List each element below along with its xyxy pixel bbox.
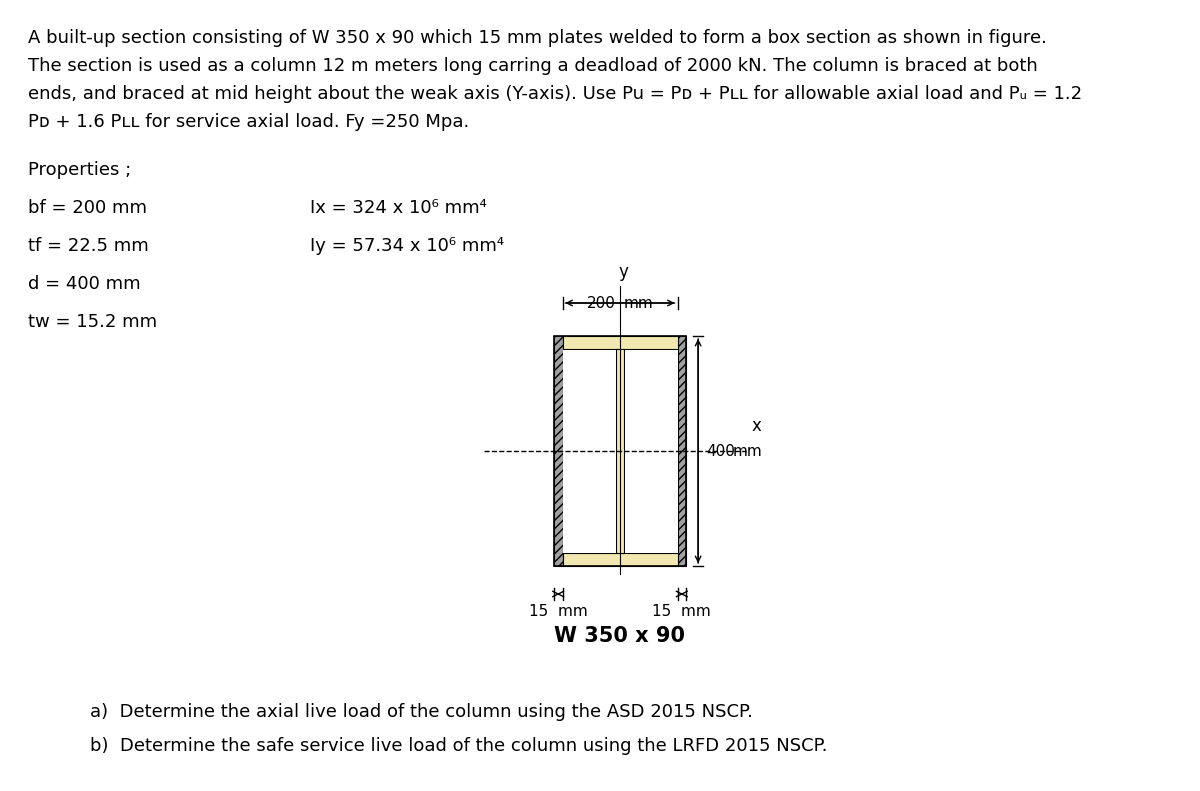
Text: Iy = 57.34 x 10⁶ mm⁴: Iy = 57.34 x 10⁶ mm⁴ xyxy=(310,237,504,255)
Text: The section is used as a column 12 m meters long carring a deadload of 2000 kN. : The section is used as a column 12 m met… xyxy=(28,57,1038,75)
Bar xyxy=(616,349,624,553)
Bar xyxy=(678,336,686,566)
Text: Ix = 324 x 10⁶ mm⁴: Ix = 324 x 10⁶ mm⁴ xyxy=(310,199,487,217)
Text: 200: 200 xyxy=(587,296,616,311)
Text: mm: mm xyxy=(733,444,763,459)
Text: Pᴅ + 1.6 Pʟʟ for service axial load. Fy =250 Mpa.: Pᴅ + 1.6 Pʟʟ for service axial load. Fy … xyxy=(28,113,469,131)
Text: 15  mm: 15 mm xyxy=(653,604,712,619)
Text: mm: mm xyxy=(624,296,654,311)
Text: x: x xyxy=(751,417,761,435)
Text: tw = 15.2 mm: tw = 15.2 mm xyxy=(28,313,157,331)
Text: Properties ;: Properties ; xyxy=(28,161,131,179)
Bar xyxy=(563,336,678,349)
Text: bf = 200 mm: bf = 200 mm xyxy=(28,199,148,217)
Bar xyxy=(624,349,678,553)
Text: 15  mm: 15 mm xyxy=(529,604,588,619)
Text: ends, and braced at mid height about the weak axis (Y-axis). Use Pu = Pᴅ + Pʟʟ f: ends, and braced at mid height about the… xyxy=(28,85,1082,103)
Text: tf = 22.5 mm: tf = 22.5 mm xyxy=(28,237,149,255)
Bar xyxy=(563,553,678,566)
Bar xyxy=(554,336,563,566)
Text: 400: 400 xyxy=(706,444,734,459)
Text: A built-up section consisting of W 350 x 90 which 15 mm plates welded to form a : A built-up section consisting of W 350 x… xyxy=(28,29,1046,47)
Text: a)  Determine the axial live load of the column using the ASD 2015 NSCP.: a) Determine the axial live load of the … xyxy=(90,703,752,721)
Text: b)  Determine the safe service live load of the column using the LRFD 2015 NSCP.: b) Determine the safe service live load … xyxy=(90,737,828,755)
Bar xyxy=(563,349,616,553)
Text: y: y xyxy=(618,263,628,281)
Bar xyxy=(554,336,686,566)
Text: W 350 x 90: W 350 x 90 xyxy=(554,626,685,646)
Text: d = 400 mm: d = 400 mm xyxy=(28,275,140,293)
